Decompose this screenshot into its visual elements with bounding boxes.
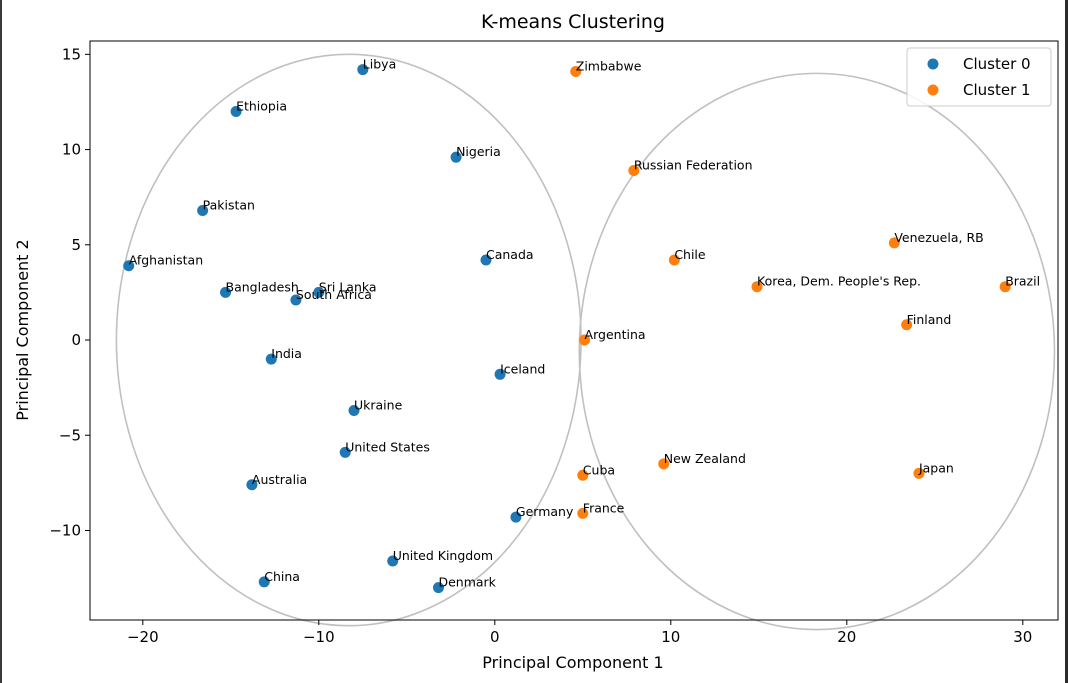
data-point: [658, 458, 670, 470]
point-label: Libya: [363, 57, 396, 72]
point-label: Australia: [252, 472, 307, 487]
point-label: South Africa: [296, 287, 372, 302]
point-label: Ukraine: [354, 397, 403, 412]
point-label: Canada: [486, 247, 534, 262]
point-label: Afghanistan: [129, 253, 203, 268]
point-label: Denmark: [438, 575, 496, 590]
data-point: [888, 237, 900, 249]
point-label: France: [583, 500, 625, 515]
data-point: [628, 165, 640, 177]
x-tick-label: 10: [661, 628, 680, 646]
axis-ticks: −20 −10 0 10 20 30 −10 −5 0 5 10 15: [49, 45, 1032, 646]
x-tick-label: 20: [837, 628, 856, 646]
point-label: China: [264, 569, 300, 584]
point-label: Japan: [918, 460, 954, 475]
data-point: [577, 469, 589, 481]
y-tick-label: 5: [71, 236, 81, 254]
point-labels: Libya Ethiopia Nigeria Pakistan Canada Afghan…: [129, 57, 1040, 590]
data-point: [570, 65, 582, 77]
legend-box: [906, 47, 1052, 107]
point-label: Bangladesh: [226, 279, 299, 294]
data-point: [913, 467, 925, 479]
x-tick-label: −20: [127, 628, 159, 646]
data-point: [901, 319, 913, 331]
data-point: [999, 281, 1011, 293]
point-label: Sri Lanka: [319, 279, 377, 294]
point-label: Cuba: [583, 462, 615, 477]
point-label: Zimbabwe: [576, 58, 642, 73]
data-point: [751, 281, 763, 293]
point-label: Chile: [674, 247, 706, 262]
data-point: [230, 105, 242, 117]
data-point: [357, 64, 369, 76]
data-point: [668, 254, 680, 266]
data-point: [510, 511, 522, 523]
data-point: [290, 294, 302, 306]
point-label: New Zealand: [664, 451, 746, 466]
y-tick-label: −10: [49, 521, 81, 539]
data-point: [339, 446, 351, 458]
legend-marker: [927, 58, 939, 70]
y-tick-label: −5: [59, 426, 81, 444]
point-label: United States: [345, 439, 430, 454]
plot-area: [89, 40, 1059, 621]
data-point: [480, 254, 492, 266]
data-point: [265, 353, 277, 365]
point-label: Nigeria: [456, 144, 501, 159]
y-tick-label: 10: [62, 141, 81, 159]
point-label: Pakistan: [203, 198, 255, 213]
legend-label: Cluster 1: [963, 81, 1031, 99]
data-point: [246, 479, 258, 491]
data-points: [123, 64, 1011, 594]
cluster-ellipse: [115, 53, 582, 627]
x-tick-label: 0: [490, 628, 500, 646]
data-point: [258, 576, 270, 588]
legend-label: Cluster 0: [963, 55, 1031, 73]
data-point: [450, 151, 462, 163]
y-tick-label: 0: [71, 331, 81, 349]
data-point: [313, 286, 325, 298]
point-label: Ethiopia: [236, 98, 287, 113]
x-axis-label: Principal Component 1: [482, 653, 663, 672]
legend-marker: [927, 84, 939, 96]
data-point: [432, 582, 444, 594]
data-point: [579, 334, 591, 346]
legend: Cluster 0 Cluster 1: [906, 47, 1052, 107]
point-label: Russian Federation: [634, 158, 753, 173]
x-tick-label: 30: [1013, 628, 1032, 646]
chart-title: K-means Clustering: [481, 11, 665, 33]
point-label: Brazil: [1005, 274, 1040, 289]
window-right-border: [1065, 0, 1068, 683]
point-label: Finland: [907, 312, 952, 327]
data-point: [197, 205, 209, 217]
point-label: Germany: [516, 504, 574, 519]
data-point: [387, 555, 399, 567]
point-label: United Kingdom: [393, 548, 493, 563]
data-point: [494, 368, 506, 380]
data-point: [348, 404, 360, 416]
x-tick-label: −10: [303, 628, 335, 646]
point-label: Argentina: [585, 327, 646, 342]
data-point: [123, 260, 135, 272]
point-label: Venezuela, RB: [894, 230, 983, 245]
y-tick-label: 15: [62, 45, 81, 63]
y-axis-label: Principal Component 2: [13, 239, 32, 420]
data-point: [577, 507, 589, 519]
point-label: Korea, Dem. People's Rep.: [757, 274, 921, 289]
window-left-border: [0, 0, 2, 683]
point-label: India: [271, 346, 302, 361]
data-point: [220, 286, 232, 298]
cluster-ellipse: [578, 72, 1056, 631]
point-label: Iceland: [500, 361, 545, 376]
